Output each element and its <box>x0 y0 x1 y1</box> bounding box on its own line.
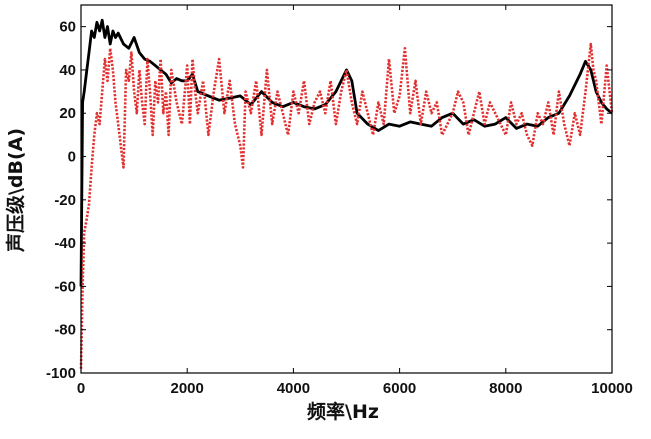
x-tick-label: 10000 <box>591 380 633 397</box>
axis-layer: 0 2000 4000 6000 8000 10000 -100 -80 -60 -40 -20 0 2… <box>46 5 633 397</box>
x-tick-label: 2000 <box>171 380 204 397</box>
y-tick-label: -80 <box>54 322 76 339</box>
y-axis-label: 声压级\dB(A) <box>4 128 27 253</box>
series-layer <box>79 18 614 369</box>
y-tick-label: 60 <box>59 19 76 36</box>
x-tick-label: 8000 <box>489 380 522 397</box>
y-tick-label: -60 <box>54 278 76 295</box>
y-tick-label: 40 <box>59 62 76 79</box>
y-tick-label: -40 <box>54 235 76 252</box>
y-tick-label: -20 <box>54 192 76 209</box>
y-tick-label: -100 <box>46 365 76 382</box>
series-line-red-dotted <box>79 42 614 369</box>
y-tick-label: 20 <box>59 105 76 122</box>
x-tick-label: 0 <box>77 380 85 397</box>
series-line-black-solid <box>79 18 613 287</box>
x-tick-label: 6000 <box>383 380 416 397</box>
plot-frame <box>80 4 613 374</box>
x-axis-label: 频率\Hz <box>307 400 379 423</box>
x-tick-label: 4000 <box>277 380 310 397</box>
y-tick-label: 0 <box>68 149 76 166</box>
